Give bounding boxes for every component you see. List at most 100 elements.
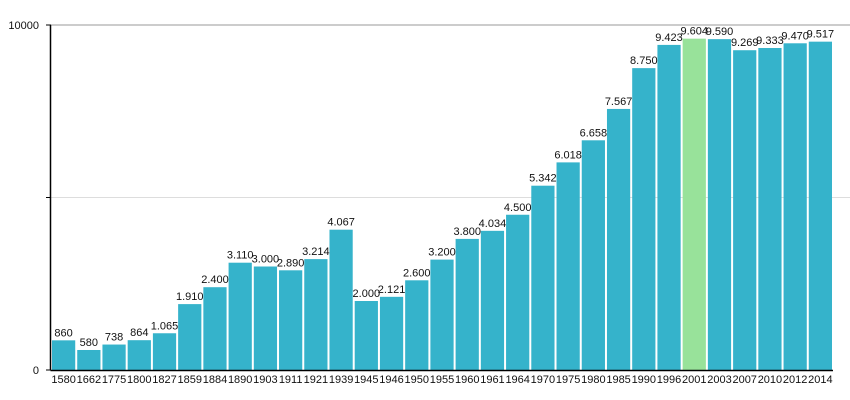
value-label-1939: 4.067 [327,217,355,229]
x-tick-label-1945: 1945 [354,374,378,386]
value-label-1800: 864 [130,327,148,339]
x-tick-label-1955: 1955 [430,374,454,386]
bar-2012 [783,43,807,370]
bar-1990 [632,68,656,371]
x-tick-label-1970: 1970 [531,374,555,386]
bar-1955 [430,259,454,370]
bar-1975 [556,162,580,370]
x-tick-label-1800: 1800 [127,374,151,386]
x-tick-label-2007: 2007 [732,374,756,386]
bar-2001 [682,38,706,370]
bar-1996 [657,44,681,370]
x-tick-label-1827: 1827 [152,374,176,386]
x-tick-label-1890: 1890 [228,374,252,386]
value-label-1964: 4.500 [504,202,532,214]
value-label-1921: 3.214 [302,246,330,258]
value-label-1945: 2.000 [353,288,381,300]
bar-1964 [506,214,530,370]
bar-1945 [354,301,378,370]
x-tick-label-1911: 1911 [279,374,303,386]
x-tick-label-1985: 1985 [606,374,630,386]
bar-1827 [152,333,177,370]
value-label-1580: 860 [54,327,72,339]
value-label-1775: 738 [105,332,123,344]
bar-1970 [531,185,555,370]
value-label-1996: 9.423 [655,32,683,44]
value-label-1946: 2.121 [378,284,406,296]
x-tick-label-1980: 1980 [581,374,605,386]
x-tick-label-1580: 1580 [51,374,75,386]
value-label-1903: 3.000 [252,254,280,266]
value-label-1975: 6.018 [554,149,582,161]
x-tick-label-2003: 2003 [707,374,731,386]
bars [52,38,832,371]
bar-1800 [127,340,151,370]
bar-2010 [758,48,782,370]
bar-1980 [581,140,605,370]
x-tick-label-1884: 1884 [203,374,227,386]
bar-1960 [455,238,479,370]
y-axis: 0 10000 [8,20,833,377]
bar-1961 [480,230,505,370]
x-tick-label-1990: 1990 [632,374,656,386]
x-tick-label-1960: 1960 [455,374,479,386]
value-label-1990: 8.750 [630,55,658,67]
value-label-1960: 3.800 [453,226,481,238]
bar-1662 [77,349,101,370]
x-tick-label-1961: 1961 [480,374,504,386]
x-tick-label-1859: 1859 [177,374,201,386]
bar-1775 [102,344,126,370]
value-label-1890: 3.110 [227,250,254,262]
x-tick-label-1975: 1975 [556,374,580,386]
x-tick-label-1950: 1950 [405,374,429,386]
value-label-1911: 2.890 [277,257,305,269]
x-tick-label-1939: 1939 [329,374,353,386]
bar-1921 [304,259,328,370]
bar-2014 [808,41,832,370]
x-tick-label-1996: 1996 [657,374,681,386]
bar-1939 [329,229,353,370]
value-label-1980: 6.658 [580,127,608,139]
bar-1884 [203,287,227,370]
y-tick-label-10000: 10000 [8,20,39,32]
value-label-1970: 5.342 [529,173,557,185]
value-label-2012: 9.470 [781,30,809,42]
value-label-2001: 9.604 [680,26,708,38]
bar-1859 [178,304,202,370]
bar-1946 [379,296,404,370]
x-tick-label-1903: 1903 [253,374,277,386]
x-tick-label-1921: 1921 [304,374,328,386]
bar-2007 [733,50,757,370]
value-label-1859: 1.910 [176,291,204,303]
bar-2003 [707,39,732,371]
x-tick-label-1775: 1775 [102,374,126,386]
value-label-2014: 9.517 [807,29,835,41]
value-label-1662: 580 [80,337,98,349]
x-tick-label-2010: 2010 [758,374,782,386]
x-tick-label-1662: 1662 [77,374,101,386]
value-label-1884: 2.400 [201,274,229,286]
value-label-2007: 9.269 [731,37,759,49]
value-label-1985: 7.567 [605,96,633,108]
value-label-1827: 1.065 [151,320,179,332]
value-label-2010: 9.333 [756,35,784,47]
bar-1950 [405,280,429,370]
x-tick-label-1964: 1964 [505,374,529,386]
value-label-1961: 4.034 [479,218,507,230]
bar-1580 [52,340,76,370]
value-label-1950: 2.600 [403,267,431,279]
x-tick-label-2014: 2014 [808,374,832,386]
value-label-2003: 9.590 [706,26,734,38]
y-tick-label-0: 0 [33,365,39,377]
bar-1985 [606,108,631,370]
bar-1890 [228,262,252,370]
value-label-1955: 3.200 [428,247,456,259]
x-tick-label-2012: 2012 [783,374,807,386]
x-tick-labels: 1580 1662 1775 1800 1827 1859 1884 1890 1903 1911… [51,374,832,386]
x-tick-label-2001: 2001 [682,374,706,386]
x-tick-label-1946: 1946 [379,374,403,386]
bar-1903 [253,266,278,370]
bar-1911 [279,270,303,370]
